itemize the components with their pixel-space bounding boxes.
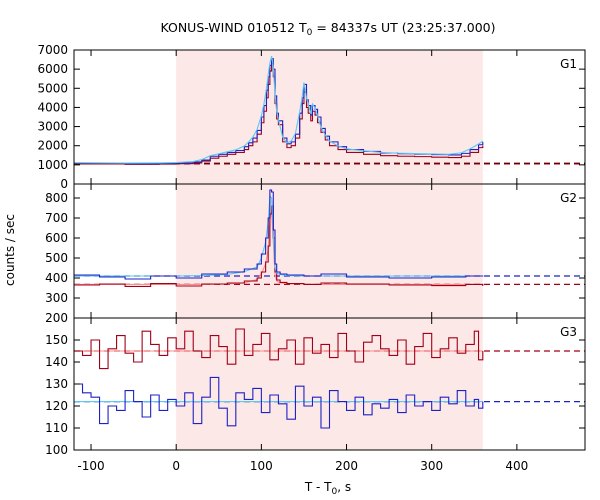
y-tick-label: 700 (45, 211, 68, 225)
y-tick-label: 5000 (37, 81, 68, 95)
y-tick-label: 140 (45, 355, 68, 369)
x-axis-label: T - T0, s (304, 480, 351, 497)
panel-label: G3 (560, 325, 577, 339)
y-tick-label: 150 (45, 333, 68, 347)
x-tick-label: -100 (77, 459, 104, 473)
y-tick-label: 6000 (37, 62, 68, 76)
y-tick-label: 2000 (37, 139, 68, 153)
series-red-histogram (74, 328, 484, 370)
series-blue-fit-line (73, 55, 484, 164)
y-tick-label: 100 (45, 443, 68, 457)
y-tick-label: 200 (45, 311, 68, 325)
x-axis-ticks: -100 0 100 200 300 400 (77, 459, 528, 473)
x-tick-label: 100 (250, 459, 273, 473)
y-tick-label: 4000 (37, 100, 68, 114)
y-tick-label: 300 (45, 291, 68, 305)
series-blue-histogram (74, 189, 484, 280)
panel-label: G2 (560, 191, 577, 205)
series-red-histogram (74, 205, 484, 287)
shaded-interval (176, 50, 483, 184)
y-tick-label: 400 (45, 271, 68, 285)
y-tick-label: 600 (45, 231, 68, 245)
panels: 0 1000 2000 3000 4000 5000 6000 7000 G1 200 300 400… (37, 43, 586, 457)
panel-g2: 200 300 400 500 600 700 800 G2 (45, 183, 586, 325)
series-blue-fit-line (74, 194, 483, 277)
y-tick-label: 1000 (37, 158, 68, 172)
series-red-fit-line (74, 211, 483, 285)
panel-g3: 100 110 120 130 140 150 G3 (45, 317, 586, 457)
y-tick-label: 500 (45, 251, 68, 265)
y-tick-label: 130 (45, 377, 68, 391)
y-tick-label: 800 (45, 191, 68, 205)
y-tick-label: 120 (45, 399, 68, 413)
series-blue-histogram (74, 58, 484, 165)
y-tick-label: 110 (45, 421, 68, 435)
x-tick-label: 0 (172, 459, 180, 473)
y-axis-label: counts / sec (3, 214, 17, 286)
panel-label: G1 (560, 57, 577, 71)
y-tick-label: 3000 (37, 120, 68, 134)
series-blue-histogram (74, 376, 484, 429)
shaded-interval (176, 184, 483, 318)
series-red-histogram (74, 62, 484, 165)
x-tick-label: 200 (335, 459, 358, 473)
panel-g1: 0 1000 2000 3000 4000 5000 6000 7000 G1 (37, 43, 586, 191)
chart-title: KONUS-WIND 010512 T0 = 84337s UT (23:25:… (160, 20, 495, 38)
y-tick-label: 7000 (37, 43, 68, 57)
x-tick-label: 400 (505, 459, 528, 473)
x-tick-label: 300 (420, 459, 443, 473)
shaded-interval (176, 318, 483, 450)
y-tick-label: 0 (60, 177, 68, 191)
